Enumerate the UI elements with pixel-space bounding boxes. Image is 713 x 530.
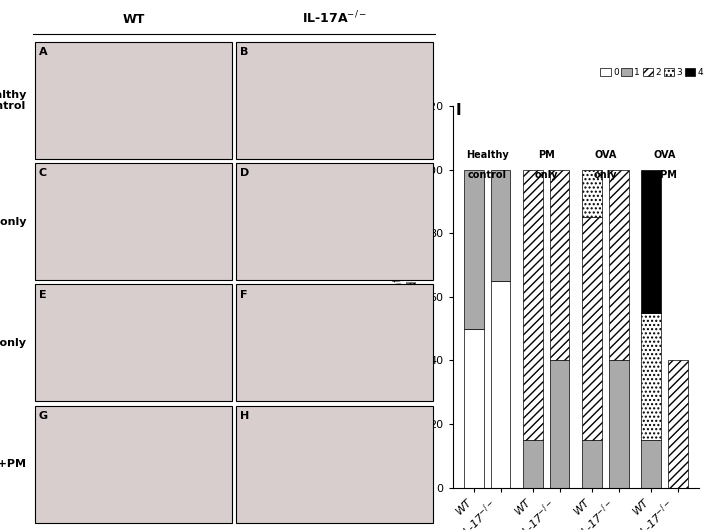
Legend: 0, 1, 2, 3, 4: 0, 1, 2, 3, 4 (597, 65, 707, 81)
Text: F: F (240, 289, 247, 299)
Text: OVA+PM: OVA+PM (0, 459, 26, 469)
Text: A: A (39, 47, 48, 57)
Text: OVA: OVA (594, 150, 617, 160)
Text: C: C (39, 169, 47, 179)
Bar (582, 217, 602, 440)
Bar (550, 360, 570, 488)
Text: control: control (468, 170, 507, 180)
Text: D: D (240, 169, 249, 179)
Bar (582, 440, 602, 488)
Text: IL-17A$^{-/-}$: IL-17A$^{-/-}$ (302, 10, 367, 27)
Bar (609, 360, 629, 488)
Bar (523, 440, 543, 488)
Text: I: I (456, 103, 461, 118)
Text: H: H (240, 411, 249, 421)
Bar (464, 329, 483, 488)
Text: B: B (240, 47, 248, 57)
Text: OVA: OVA (653, 150, 675, 160)
Bar (668, 360, 687, 488)
Text: WT: WT (123, 13, 145, 26)
Text: E: E (39, 289, 46, 299)
Text: Healthy
control: Healthy control (0, 90, 26, 111)
Bar (641, 313, 661, 440)
Bar (550, 170, 570, 360)
Text: G: G (39, 411, 48, 421)
Bar (582, 170, 602, 217)
Text: only: only (535, 170, 558, 180)
Text: Healthy: Healthy (466, 150, 508, 160)
Bar (641, 170, 661, 313)
Bar (491, 170, 511, 281)
Text: +PM: +PM (652, 170, 677, 180)
Text: OVA only: OVA only (0, 338, 26, 348)
Bar (464, 170, 483, 329)
Text: PM only: PM only (0, 217, 26, 227)
Bar (491, 281, 511, 488)
Bar (523, 170, 543, 440)
Bar (609, 170, 629, 360)
Y-axis label: Lung inflammation score
(%) in wild type: Lung inflammation score (%) in wild type (392, 224, 420, 370)
Text: PM: PM (538, 150, 555, 160)
Text: only: only (593, 170, 617, 180)
Bar (641, 440, 661, 488)
